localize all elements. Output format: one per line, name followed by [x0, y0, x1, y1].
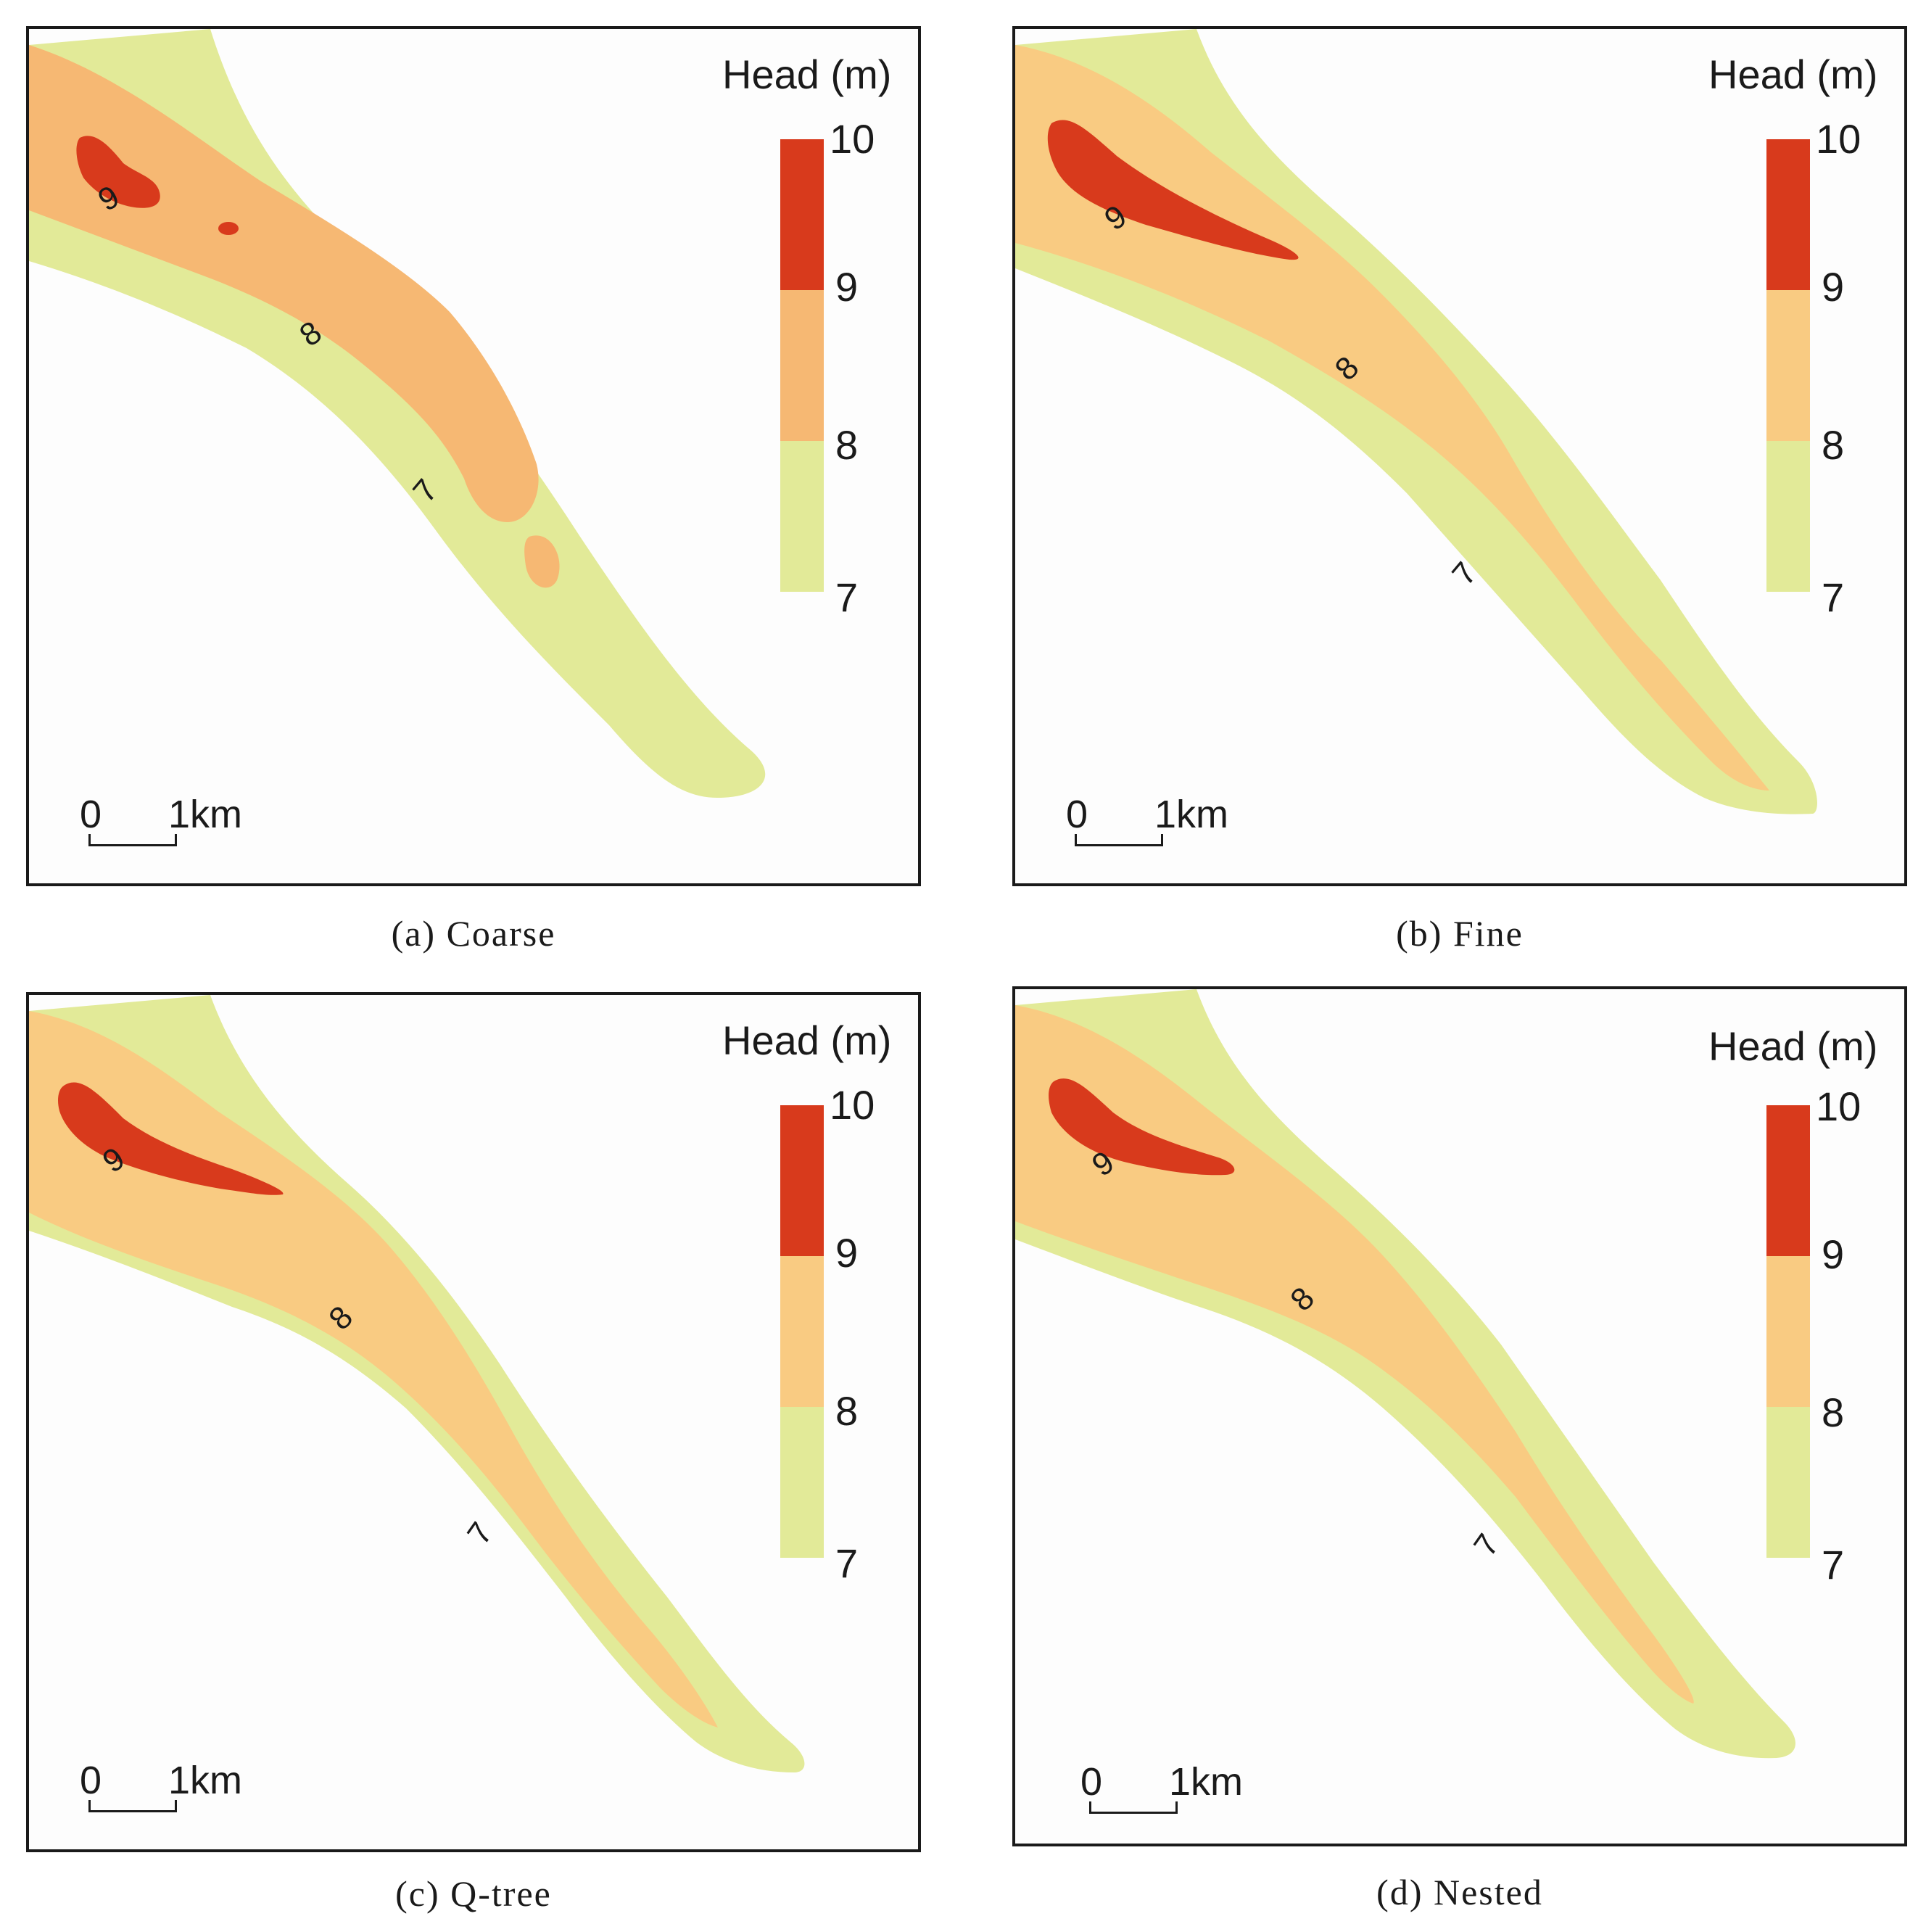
- caption-nested: (d) Nested: [1376, 1872, 1543, 1912]
- legend-tick-9: 9: [835, 264, 859, 310]
- zone-8-9-island: [524, 535, 560, 588]
- scale-start-label: 0: [80, 1759, 102, 1802]
- legend-tick-7: 7: [835, 574, 859, 620]
- legend-tick-8: 8: [835, 1388, 859, 1434]
- legend-tick-9: 9: [1822, 1231, 1845, 1277]
- legend-class-8-9: [780, 1256, 824, 1407]
- legend-class-8-9: [1766, 1256, 1810, 1407]
- map-panel-q-tree: 9 8 7 Head (m) 10 9 8 7 0 1km: [26, 992, 921, 1852]
- scale-line: [88, 834, 177, 846]
- zone-8-9: [29, 45, 539, 522]
- head-contour-map: 9 8 7: [1015, 989, 1796, 1759]
- legend-tick-8: 8: [1822, 1390, 1845, 1435]
- legend-title: Head (m): [1708, 51, 1878, 97]
- map-panel-fine: 9 8 7 Head (m) 10 9 8 7 0 1km: [1012, 26, 1907, 886]
- scale-bar: 0 1km: [80, 795, 268, 867]
- legend-tick-8: 8: [835, 422, 859, 468]
- caption-q-tree: (c) Q-tree: [395, 1873, 552, 1914]
- legend-tick-8: 8: [1822, 422, 1845, 468]
- zone-8-9: [1015, 1005, 1694, 1704]
- legend-class-9-10: [1766, 139, 1810, 290]
- scale-end-label: 1km: [168, 1759, 243, 1802]
- legend-tick-7: 7: [835, 1540, 859, 1586]
- zone-9-10: [58, 1082, 284, 1195]
- map-panel-nested: 9 8 7 Head (m) 10 9 8 7 0 1km: [1012, 986, 1907, 1846]
- legend-title: Head (m): [722, 1017, 892, 1063]
- legend-colorbar: [780, 139, 824, 592]
- caption-fine: (b) Fine: [1396, 913, 1524, 954]
- scale-end-label: 1km: [168, 793, 243, 836]
- scale-line: [1075, 834, 1163, 846]
- legend-tick-7: 7: [1822, 1542, 1845, 1588]
- zone-9-10: [76, 136, 160, 208]
- legend-class-7-8: [780, 1407, 824, 1558]
- zone-9-10-island: [218, 222, 239, 235]
- scale-end-label: 1km: [1169, 1760, 1244, 1804]
- legend-colorbar: [1766, 139, 1810, 592]
- legend-class-7-8: [1766, 1407, 1810, 1558]
- legend-class-8-9: [1766, 290, 1810, 441]
- scale-bar: 0 1km: [1066, 795, 1255, 867]
- scale-start-label: 0: [80, 793, 102, 836]
- legend-tick-10: 10: [1816, 116, 1861, 162]
- head-contour-map: 9 8 7: [29, 29, 766, 798]
- legend-class-9-10: [1766, 1105, 1810, 1256]
- legend-tick-10: 10: [830, 1082, 875, 1128]
- scale-bar: 0 1km: [80, 1761, 268, 1833]
- head-contour-map: 9 8 7: [1015, 29, 1817, 814]
- zone-9-10: [1049, 1078, 1235, 1176]
- legend-title: Head (m): [1708, 1023, 1878, 1069]
- legend-class-8-9: [780, 290, 824, 441]
- legend-tick-10: 10: [830, 116, 875, 162]
- contour-label-7: 7: [460, 1516, 500, 1551]
- legend-class-7-8: [1766, 441, 1810, 592]
- scale-line: [1089, 1801, 1178, 1814]
- legend-colorbar: [1766, 1105, 1810, 1558]
- legend-title: Head (m): [722, 51, 892, 97]
- legend-colorbar: [780, 1105, 824, 1558]
- zone-9-10: [1047, 120, 1299, 260]
- zone-8-9: [29, 1011, 718, 1727]
- legend-tick-7: 7: [1822, 574, 1845, 620]
- map-panel-coarse: 9 8 7 Head (m) 10 9 8 7 0 1km: [26, 26, 921, 886]
- scale-end-label: 1km: [1154, 793, 1229, 836]
- legend-tick-9: 9: [1822, 264, 1845, 310]
- legend-class-9-10: [780, 1105, 824, 1256]
- scale-start-label: 0: [1066, 793, 1088, 836]
- scale-line: [88, 1800, 177, 1812]
- legend-class-9-10: [780, 139, 824, 290]
- legend-class-7-8: [780, 441, 824, 592]
- scale-start-label: 0: [1080, 1760, 1103, 1804]
- caption-coarse: (a) Coarse: [391, 913, 556, 954]
- scale-bar: 0 1km: [1080, 1762, 1269, 1835]
- legend-tick-10: 10: [1816, 1083, 1861, 1129]
- head-contour-map: 9 8 7: [29, 995, 805, 1772]
- legend-tick-9: 9: [835, 1230, 859, 1276]
- contour-label-7: 7: [1467, 1527, 1506, 1562]
